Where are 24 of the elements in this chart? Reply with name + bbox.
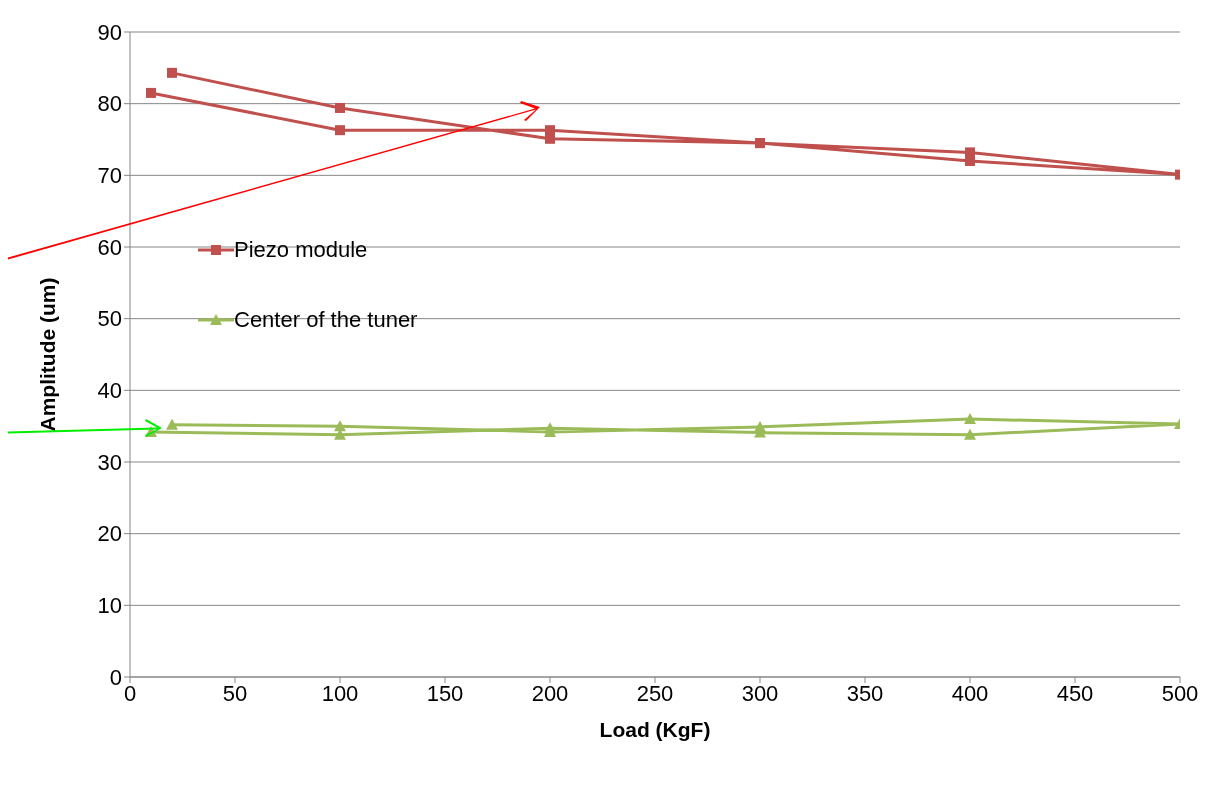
x-tick-label: 50 <box>222 680 248 706</box>
x-tick-label: 450 <box>1056 680 1094 706</box>
x-tick-label: 400 <box>951 680 989 706</box>
x-tick-label: 250 <box>636 680 674 706</box>
y-tick-label: 40 <box>97 378 122 404</box>
x-tick-label: 200 <box>531 680 569 706</box>
x-tick-label: 150 <box>426 680 464 706</box>
legend-label: Piezo module <box>234 237 368 263</box>
y-tick-label: 10 <box>97 593 122 619</box>
y-axis-title: Amplitude (um) <box>36 277 60 432</box>
legend-label: Center of the tuner <box>234 307 418 333</box>
y-tick-label: 60 <box>97 234 122 260</box>
x-tick-label: 500 <box>1161 680 1199 706</box>
y-tick-label: 80 <box>97 91 122 117</box>
y-tick-label: 90 <box>97 19 122 45</box>
y-tick-label: 30 <box>97 449 122 475</box>
y-tick-label: 20 <box>97 521 122 547</box>
x-axis-title: Load (KgF) <box>599 718 711 741</box>
x-tick-label: 350 <box>846 680 884 706</box>
x-tick-label: 300 <box>741 680 779 706</box>
y-tick-label: 70 <box>97 163 122 189</box>
x-tick-label: 100 <box>321 680 359 706</box>
y-tick-label: 0 <box>109 664 122 690</box>
y-tick-label: 50 <box>97 306 122 332</box>
